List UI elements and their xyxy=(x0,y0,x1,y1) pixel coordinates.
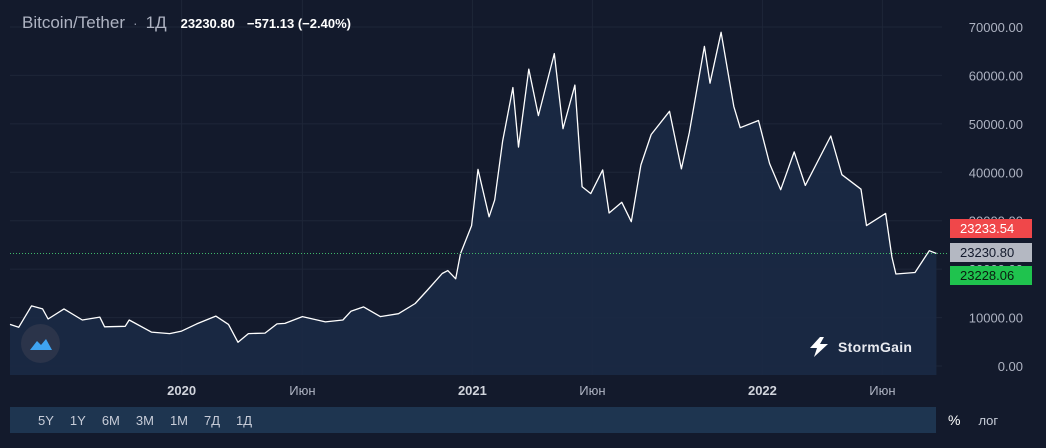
range-button[interactable]: 3M xyxy=(135,412,154,428)
y-tick-label: 40000.00 xyxy=(969,165,1023,180)
x-tick-label: 2021 xyxy=(458,383,487,398)
range-buttons: 5Y 1Y 6M 3M 1M 7Д 1Д xyxy=(30,407,260,433)
brand-name: StormGain xyxy=(838,339,913,355)
x-tick-label: Июн xyxy=(289,383,315,398)
scale-controls: % лог xyxy=(948,407,998,433)
y-tick-label: 10000.00 xyxy=(969,311,1023,326)
range-button[interactable]: 1Y xyxy=(69,412,86,428)
timeframe-label[interactable]: 1Д xyxy=(145,13,167,32)
range-button[interactable]: 6M xyxy=(101,412,120,428)
chart-legend: Bitcoin/Tether · 1Д 23230.80 −571.13 (−2… xyxy=(22,13,351,33)
brand-watermark: StormGain xyxy=(808,337,912,357)
symbol-name[interactable]: Bitcoin/Tether xyxy=(22,13,125,32)
y-axis: 0.0010000.0020000.0030000.0040000.005000… xyxy=(969,20,1023,374)
last-price-tag: 23230.80 xyxy=(950,243,1032,262)
log-scale-button[interactable]: лог xyxy=(978,412,999,428)
x-tick-label: Июн xyxy=(869,383,895,398)
percent-scale-button[interactable]: % xyxy=(948,412,961,428)
x-axis: 2020 Июн 2021 Июн 2022 Июн xyxy=(167,383,895,398)
x-tick-label: 2020 xyxy=(167,383,196,398)
range-button[interactable]: 1Д xyxy=(236,412,253,428)
y-tick-label: 70000.00 xyxy=(969,20,1023,35)
x-tick-label: Июн xyxy=(579,383,605,398)
stormgain-logo-icon xyxy=(810,337,828,357)
price-line xyxy=(9,31,937,343)
y-tick-label: 0.00 xyxy=(998,359,1023,374)
y-tick-label: 50000.00 xyxy=(969,117,1023,132)
last-price: 23230.80 xyxy=(180,16,235,31)
y-tick-label: 60000.00 xyxy=(969,68,1023,83)
x-tick-label: 2022 xyxy=(748,383,777,398)
range-button[interactable]: 1M xyxy=(169,412,188,428)
range-button[interactable]: 5Y xyxy=(38,412,54,428)
range-button[interactable]: 7Д xyxy=(204,412,221,428)
ask-price-tag: 23233.54 xyxy=(950,219,1032,238)
bottom-toolbar: 5Y 1Y 6M 3M 1M 7Д 1Д xyxy=(10,407,936,433)
tradingview-logo-icon[interactable] xyxy=(21,324,60,363)
price-area xyxy=(10,32,937,376)
legend-separator: · xyxy=(133,15,138,31)
bid-price-tag: 23228.06 xyxy=(950,266,1032,285)
price-change: −571.13 (−2.40%) xyxy=(246,16,351,31)
